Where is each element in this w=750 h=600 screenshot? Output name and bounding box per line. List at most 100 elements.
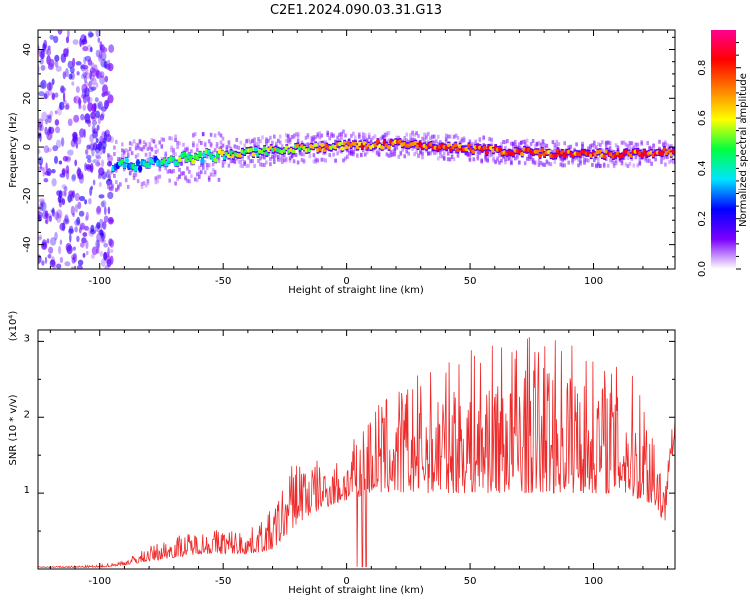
- spectrogram-halo-cell: [593, 158, 596, 163]
- spectrogram-halo-cell: [429, 136, 432, 141]
- spectrogram-noise-cell: [56, 190, 61, 197]
- spectrogram-halo-cell: [646, 141, 649, 145]
- spectrogram-noise-cell: [67, 149, 74, 156]
- spectrogram-halo-cell: [320, 157, 324, 162]
- spectrogram-halo-cell: [508, 155, 511, 160]
- spectrogram-halo-cell: [468, 157, 472, 162]
- spectrogram-noise-cell: [39, 202, 44, 212]
- spectrogram-halo-cell: [425, 135, 428, 140]
- spectrogram-noise-cell: [59, 222, 66, 231]
- spectrogram-halo-cell: [348, 148, 351, 153]
- spectrogram-noise-cell: [64, 261, 71, 267]
- spectrogram-halo-cell: [200, 141, 203, 145]
- spectrogram-halo-cell: [225, 155, 229, 160]
- spectrogram-halo-cell: [338, 148, 341, 153]
- spectrogram-halo-cell: [113, 173, 116, 178]
- spectrogram-halo-cell: [205, 154, 209, 159]
- spectrogram-noise-cell: [48, 58, 55, 68]
- spectrogram-noise-cell: [64, 104, 69, 110]
- spectrogram-halo-cell: [429, 151, 432, 156]
- spectrogram-halo-cell: [178, 167, 181, 172]
- spectrogram-halo-cell: [227, 140, 231, 145]
- spectrogram-halo-cell: [269, 157, 272, 161]
- spectrogram-y-tick-label: -20: [22, 188, 33, 204]
- spectrogram-halo-cell: [500, 142, 503, 147]
- spectrogram-noise-cell: [38, 216, 43, 222]
- spectrogram-halo-cell: [668, 144, 671, 149]
- spectrogram-halo-cell: [411, 137, 414, 142]
- spectrogram-halo-cell: [662, 141, 665, 146]
- spectrogram-halo-cell: [227, 143, 231, 148]
- spectrogram-halo-cell: [379, 136, 383, 141]
- spectrogram-noise-cell: [82, 232, 88, 237]
- spectrogram-halo-cell: [569, 144, 572, 149]
- spectrogram-halo-cell: [134, 146, 138, 151]
- spectrogram-halo-cell: [340, 131, 343, 136]
- spectrogram-noise-cell: [47, 89, 52, 96]
- spectrogram-noise-cell: [57, 195, 62, 203]
- spectrogram-halo-cell: [140, 181, 144, 186]
- spectrogram-halo-cell: [344, 133, 347, 138]
- spectrogram-halo-cell: [205, 163, 209, 168]
- spectrogram-halo-cell: [336, 151, 339, 156]
- spectrogram-halo-cell: [312, 137, 316, 142]
- spectrogram-halo-cell: [265, 160, 268, 165]
- spectrogram-noise-cell: [88, 32, 94, 37]
- spectrogram-halo-cell: [417, 154, 420, 159]
- spectrogram-halo-cell: [407, 151, 410, 156]
- spectrogram-halo-cell: [198, 174, 201, 179]
- spectrogram-noise-cell: [99, 41, 103, 51]
- spectrogram-halo-cell: [292, 133, 296, 138]
- spectrogram-halo-cell: [198, 171, 201, 176]
- spectrogram-noise-cell: [62, 169, 66, 176]
- spectrogram-halo-cell: [579, 161, 582, 166]
- spectrogram-halo-cell: [286, 137, 290, 142]
- spectrogram-noise-cell: [38, 49, 44, 58]
- spectrogram-noise-cell: [46, 131, 53, 141]
- spectrogram-halo-cell: [160, 156, 164, 161]
- spectrogram-ridge-cell: [253, 147, 258, 152]
- spectrogram-noise-cell: [66, 245, 73, 255]
- spectrogram-noise-cell: [101, 106, 107, 112]
- spectrogram-halo-cell: [419, 149, 422, 154]
- spectrogram-noise-cell: [64, 214, 69, 223]
- spectrogram-halo-cell: [115, 187, 118, 192]
- spectrogram-halo-cell: [286, 135, 290, 140]
- spectrogram-halo-cell: [421, 155, 424, 160]
- spectrogram-halo-cell: [117, 157, 120, 162]
- spectrogram-halo-cell: [421, 151, 424, 156]
- spectrogram-noise-cell: [82, 71, 87, 78]
- spectrogram-halo-cell: [581, 144, 584, 149]
- spectrogram-halo-cell: [316, 132, 320, 137]
- spectrogram-noise-cell: [71, 256, 76, 264]
- spectrogram-noise-cell: [88, 198, 92, 205]
- spectrogram-halo-cell: [533, 143, 537, 148]
- spectrogram-halo-cell: [168, 169, 171, 173]
- spectrogram-noise-cell: [84, 215, 88, 222]
- spectrogram-noise-cell: [95, 155, 102, 160]
- spectrogram-halo-cell: [504, 140, 507, 145]
- spectrogram-halo-cell: [448, 157, 452, 162]
- spectrogram-noise-cell: [40, 201, 47, 212]
- spectrogram-halo-cell: [446, 151, 450, 156]
- spectrogram-halo-cell: [660, 157, 663, 162]
- spectrogram-noise-cell: [47, 45, 51, 51]
- spectrogram-halo-cell: [602, 164, 606, 169]
- spectrogram-noise-cell: [39, 124, 44, 132]
- spectrogram-halo-cell: [154, 180, 158, 185]
- spectrogram-halo-cell: [399, 150, 403, 155]
- spectrogram-halo-cell: [474, 139, 478, 144]
- spectrogram-halo-cell: [614, 158, 618, 163]
- spectrogram-halo-cell: [541, 162, 545, 167]
- spectrogram-halo-cell: [446, 157, 450, 162]
- spectrogram-halo-cell: [188, 169, 191, 174]
- spectrogram-noise-cell: [47, 115, 52, 124]
- spectrogram-halo-cell: [174, 181, 177, 186]
- spectrogram-halo-cell: [144, 183, 148, 188]
- spectrogram-halo-cell: [551, 150, 555, 155]
- spectrogram-noise-cell: [100, 201, 105, 208]
- spectrogram-noise-cell: [68, 228, 74, 235]
- spectrogram-halo-cell: [650, 161, 653, 166]
- spectrogram-ridge-cell: [320, 142, 325, 147]
